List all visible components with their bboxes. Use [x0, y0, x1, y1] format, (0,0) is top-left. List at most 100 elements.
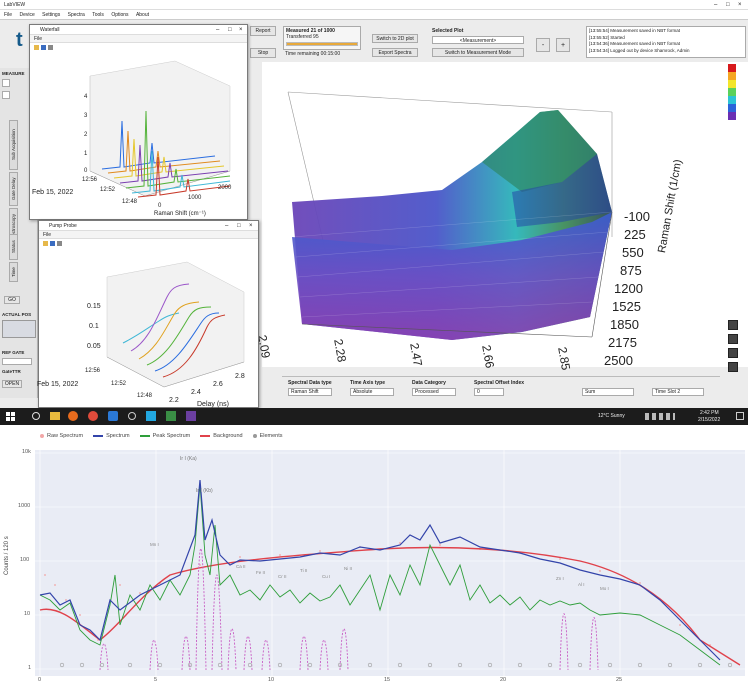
clock-date[interactable]: 2/15/2022 — [698, 417, 721, 423]
sum-select[interactable]: Sum — [582, 388, 634, 396]
time-tick: 12:48 — [137, 393, 153, 399]
selected-plot-label: Selected Plot — [432, 28, 464, 34]
measure-field[interactable] — [2, 79, 10, 87]
x-tick: 2.8 — [235, 373, 245, 380]
tab-time[interactable]: Time — [9, 262, 18, 282]
menu-spectra[interactable]: Spectra — [67, 12, 85, 18]
legend-raw-spectrum[interactable]: Raw Spectrum — [40, 433, 83, 439]
export-spectra-button[interactable]: Export Spectra — [372, 48, 418, 57]
tab-gate-delay[interactable]: Gate Delay — [9, 172, 18, 206]
time-axis-type-select[interactable]: Absolute — [350, 388, 394, 396]
previous-button[interactable]: - — [536, 38, 550, 52]
print-icon[interactable] — [57, 241, 62, 246]
tab-sub-acquisition[interactable]: Sub Acquisition — [9, 120, 18, 170]
stop-button[interactable]: Stop — [250, 48, 276, 58]
spectral-data-type-select[interactable]: Raman Shift — [288, 388, 332, 396]
clock-time[interactable]: 2:42 PM — [700, 410, 719, 416]
raman-tick: 2175 — [608, 335, 637, 350]
maximize-icon[interactable]: □ — [228, 27, 232, 33]
peak-label: Ir I (Kb) — [196, 488, 213, 494]
selected-plot-select[interactable]: <Measurement> — [432, 36, 524, 44]
time-slot-select[interactable]: Time Slot 2 — [652, 388, 704, 396]
pump-probe-titlebar: Pump Probe – □ × — [39, 221, 258, 231]
legend-swatch — [139, 435, 150, 437]
app-icon[interactable] — [128, 412, 136, 420]
surface-plot-area: -100 225 550 875 1200 1525 1850 2175 250… — [255, 62, 748, 371]
menu-options[interactable]: Options — [111, 12, 129, 18]
delay-tick: 2.47 — [407, 341, 426, 368]
z-tick: 3 — [84, 113, 88, 119]
pump-probe-date-label: Feb 15, 2022 — [37, 381, 79, 388]
pump-probe-menubar: File — [39, 231, 258, 239]
reset-view-icon[interactable] — [728, 362, 738, 372]
app-icon[interactable] — [146, 411, 156, 421]
delay-tick: 2.66 — [479, 343, 498, 370]
print-icon[interactable] — [48, 45, 53, 50]
peak-label: Cr II — [278, 574, 287, 579]
log-line: [13:55:54] Measurement saved in NBT form… — [589, 28, 680, 33]
open-folder-icon[interactable] — [34, 45, 39, 50]
firefox-icon[interactable] — [68, 411, 78, 421]
menu-device[interactable]: Device — [19, 12, 35, 18]
next-button[interactable]: + — [556, 38, 570, 52]
x-tick: 25 — [616, 677, 623, 683]
go-button[interactable]: GO — [4, 296, 20, 304]
app-icon[interactable] — [108, 411, 118, 421]
y-tick: 1000 — [18, 503, 31, 509]
waterfall-x-label: Raman Shift (cm⁻¹) — [154, 211, 206, 217]
close-icon[interactable]: × — [239, 27, 243, 33]
data-category-select[interactable]: Processed — [412, 388, 456, 396]
menu-file[interactable]: File — [4, 12, 13, 18]
z-tick: 2 — [84, 132, 88, 138]
switch-mode-button[interactable]: Switch to Measurement Mode — [432, 48, 524, 57]
rotate-icon[interactable] — [728, 348, 738, 358]
ref-gate-field[interactable] — [2, 358, 32, 365]
spectral-offset-field[interactable]: 0 — [474, 388, 504, 396]
weather-widget[interactable]: 12°C Sunny — [598, 413, 625, 419]
windows-start-icon[interactable] — [6, 412, 15, 421]
measure-field-2[interactable] — [2, 91, 10, 99]
legend-label: Spectrum — [106, 433, 130, 439]
pan-icon[interactable] — [728, 334, 738, 344]
app-icon[interactable] — [166, 411, 176, 421]
minimize-icon[interactable]: – — [714, 2, 718, 8]
legend-spectrum[interactable]: Spectrum — [93, 433, 130, 439]
file-explorer-icon[interactable] — [50, 412, 60, 420]
switch-plot-button[interactable]: Switch to 2D plot — [372, 34, 418, 43]
legend-swatch — [40, 434, 44, 438]
pump-probe-menu-file[interactable]: File — [43, 232, 52, 238]
x-tick: 1000 — [188, 195, 202, 201]
chrome-icon[interactable] — [88, 411, 98, 421]
waterfall-menubar: File — [30, 35, 247, 43]
maximize-icon[interactable]: □ — [726, 2, 730, 8]
windows-taskbar: 12°C Sunny 2:42 PM 2/15/2022 — [0, 408, 748, 425]
menu-about[interactable]: About — [135, 12, 150, 18]
legend-background[interactable]: Background — [200, 433, 243, 439]
z-tick: 1 — [84, 151, 88, 157]
save-icon[interactable] — [41, 45, 46, 50]
spectroscopy-app: LabVIEW – □ × File Device Settings Spect… — [0, 0, 748, 408]
minimize-icon[interactable]: – — [225, 223, 229, 229]
zoom-icon[interactable] — [728, 320, 738, 330]
y-tick: 1 — [28, 665, 32, 671]
app-icon[interactable] — [186, 411, 196, 421]
search-icon[interactable] — [32, 412, 40, 420]
tab-status[interactable]: Status — [9, 234, 18, 260]
peak-label: Ir I (Ka) — [180, 456, 197, 462]
legend-elements[interactable]: Elements — [252, 433, 283, 439]
maximize-icon[interactable]: □ — [237, 223, 241, 229]
system-tray-icons[interactable] — [645, 413, 675, 420]
open-button[interactable]: OPEN — [2, 380, 22, 388]
report-button[interactable]: Report — [250, 26, 276, 36]
close-icon[interactable]: × — [738, 2, 742, 8]
menu-tools[interactable]: Tools — [92, 12, 104, 18]
peak-label: Al I — [578, 582, 585, 587]
legend-peak-spectrum[interactable]: Peak Spectrum — [139, 433, 190, 439]
menu-settings[interactable]: Settings — [42, 12, 61, 18]
minimize-icon[interactable]: – — [216, 27, 220, 33]
waterfall-menu-file[interactable]: File — [34, 36, 43, 42]
open-folder-icon[interactable] — [43, 241, 48, 246]
save-icon[interactable] — [50, 241, 55, 246]
notification-icon[interactable] — [736, 412, 744, 420]
close-icon[interactable]: × — [249, 223, 253, 229]
